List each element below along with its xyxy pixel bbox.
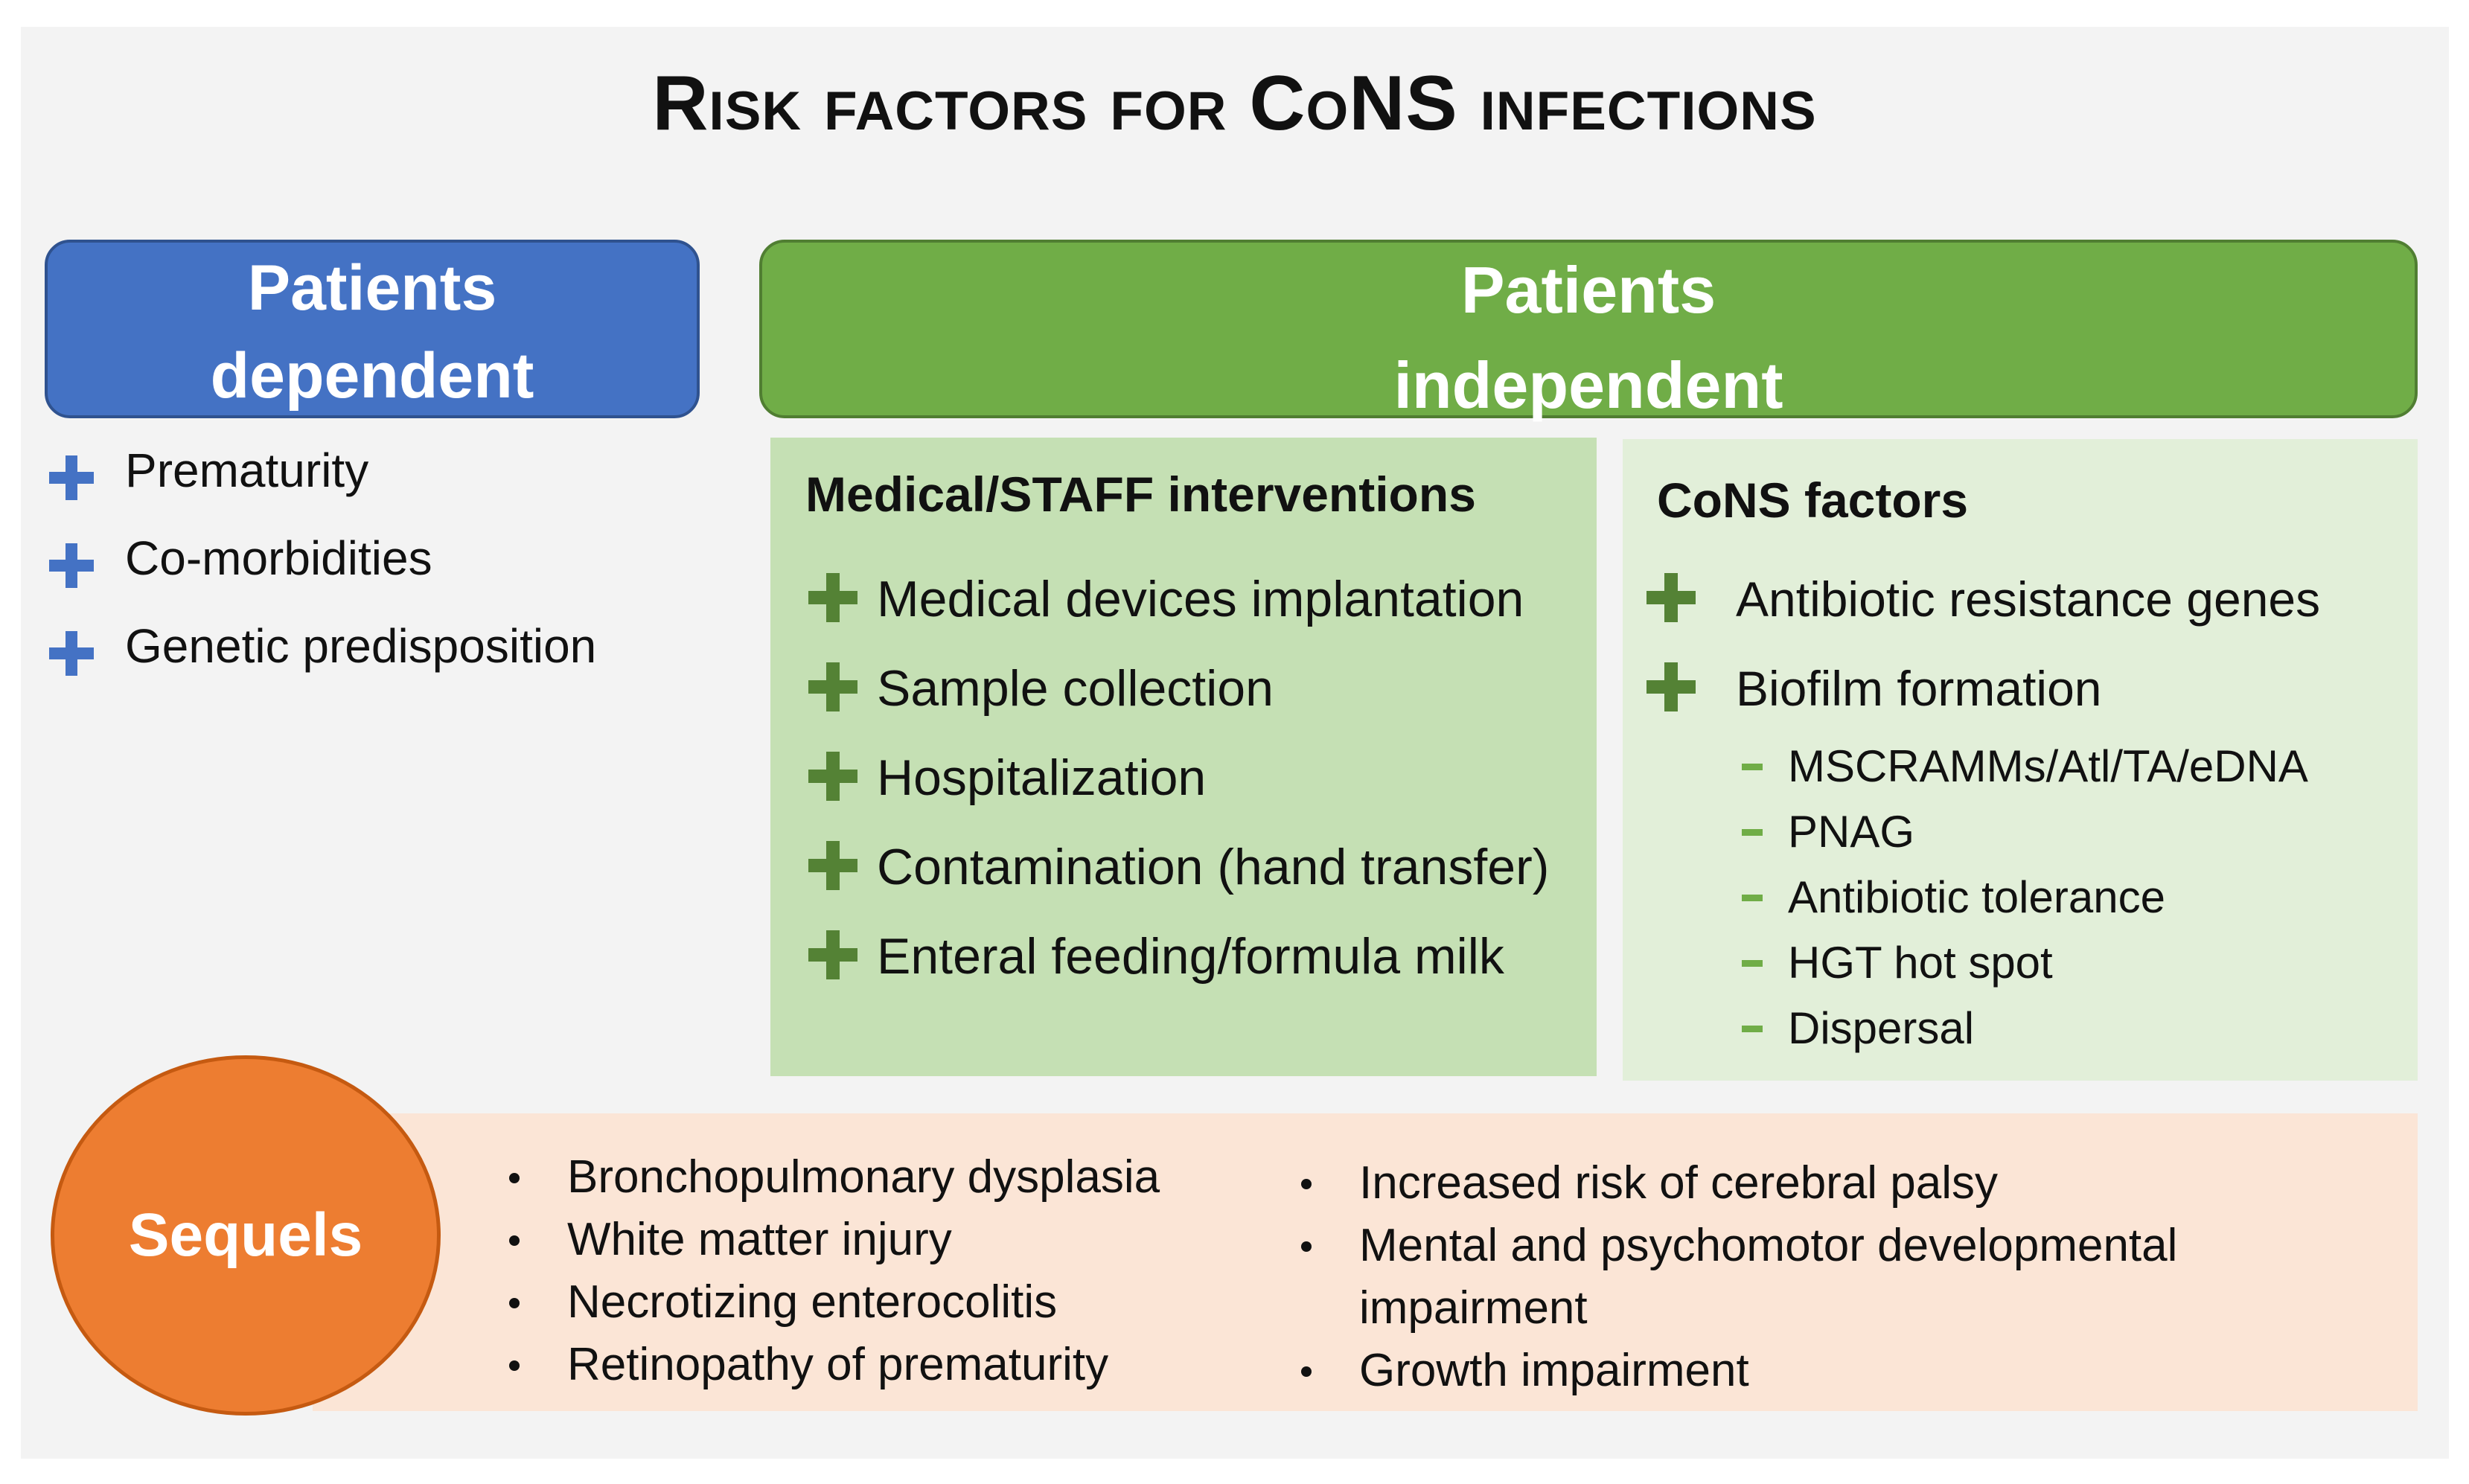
list-item: Antibiotic tolerance	[1742, 866, 2308, 932]
medical-interventions-title: Medical/STAFF interventions	[805, 467, 1476, 522]
list-item-label: Prematurity	[125, 444, 369, 497]
sequels-label: Sequels	[128, 1201, 363, 1269]
list-item-label: Hospitalization	[877, 749, 1207, 806]
plus-icon	[49, 455, 94, 500]
list-item: Medical devices implantation	[808, 558, 1549, 647]
list-item-label: Contamination (hand transfer)	[877, 839, 1550, 895]
sequels-right-list: Increased risk of cerebral palsy Mental …	[1292, 1152, 2275, 1402]
list-item: Dispersal	[1742, 997, 2308, 1063]
list-item: Prematurity	[42, 433, 596, 521]
list-item: Necrotizing enterocolitis	[500, 1271, 1282, 1334]
list-item-label: Enteral feeding/formula milk	[877, 928, 1504, 985]
list-item-label: Biofilm formation	[1736, 661, 2102, 716]
sequels-bar	[313, 1113, 2418, 1411]
biofilm-subitems-list: MSCRAMMs/Atl/TA/eDNA PNAG Antibiotic tol…	[1742, 735, 2308, 1063]
list-item: Co-morbidities	[42, 521, 596, 609]
patients-independent-header: Patients independent	[759, 240, 2418, 422]
list-item: PNAG	[1742, 801, 2308, 866]
plus-icon	[808, 930, 857, 979]
list-item-label: Medical devices implantation	[877, 571, 1524, 627]
plus-icon	[808, 841, 857, 890]
list-item: Genetic predisposition	[42, 609, 596, 697]
patients-independent-header-line1: Patients	[1460, 253, 1716, 327]
patients-dependent-header-line1: Patients	[247, 252, 497, 324]
list-item: Growth impairment	[1292, 1340, 2275, 1402]
list-item-label: Genetic predisposition	[125, 619, 597, 673]
sequels-left-list: Bronchopulmonary dysplasia White matter …	[500, 1146, 1282, 1396]
list-item: Antibiotic resistance genes	[1646, 558, 2320, 647]
list-item: Sample collection	[808, 647, 1549, 737]
list-item-label: Co-morbidities	[125, 531, 432, 585]
plus-icon	[808, 573, 857, 622]
cons-factors-list: Antibiotic resistance genes Biofilm form…	[1646, 558, 2320, 737]
list-item: Mental and psychomotor developmental imp…	[1292, 1215, 2275, 1340]
list-item: Bronchopulmonary dysplasia	[500, 1146, 1282, 1209]
plus-icon	[1646, 573, 1696, 622]
plus-icon	[808, 662, 857, 711]
list-item: White matter injury	[500, 1209, 1282, 1271]
list-item: MSCRAMMs/Atl/TA/eDNA	[1742, 735, 2308, 801]
patients-dependent-header-line2: dependent	[210, 340, 534, 412]
cons-factors-box	[1623, 439, 2418, 1081]
list-item-label: Sample collection	[877, 660, 1274, 717]
medical-interventions-list: Medical devices implantation Sample coll…	[808, 558, 1549, 1005]
page-title: Risk factors for CoNS infections	[652, 60, 1817, 147]
list-item: Biofilm formation	[1646, 647, 2320, 737]
list-item: Contamination (hand transfer)	[808, 826, 1549, 915]
list-item: Hospitalization	[808, 737, 1549, 826]
list-item: Enteral feeding/formula milk	[808, 915, 1549, 1005]
list-item: HGT hot spot	[1742, 932, 2308, 997]
plus-icon	[808, 752, 857, 801]
patients-dependent-list: Prematurity Co-morbidities Genetic predi…	[42, 433, 596, 697]
cons-factors-title: CoNS factors	[1657, 473, 1969, 528]
patients-independent-header-line2: independent	[1393, 348, 1783, 422]
list-item: Retinopathy of prematurity	[500, 1334, 1282, 1396]
plus-icon	[49, 631, 94, 676]
list-item-label: Antibiotic resistance genes	[1736, 572, 2321, 627]
plus-icon	[1646, 662, 1696, 711]
medical-interventions-box	[770, 438, 1597, 1076]
plus-icon	[49, 543, 94, 588]
patients-dependent-header: Patients dependent	[45, 240, 700, 418]
list-item: Increased risk of cerebral palsy	[1292, 1152, 2275, 1215]
sequels-circle: Sequels	[51, 1055, 441, 1416]
